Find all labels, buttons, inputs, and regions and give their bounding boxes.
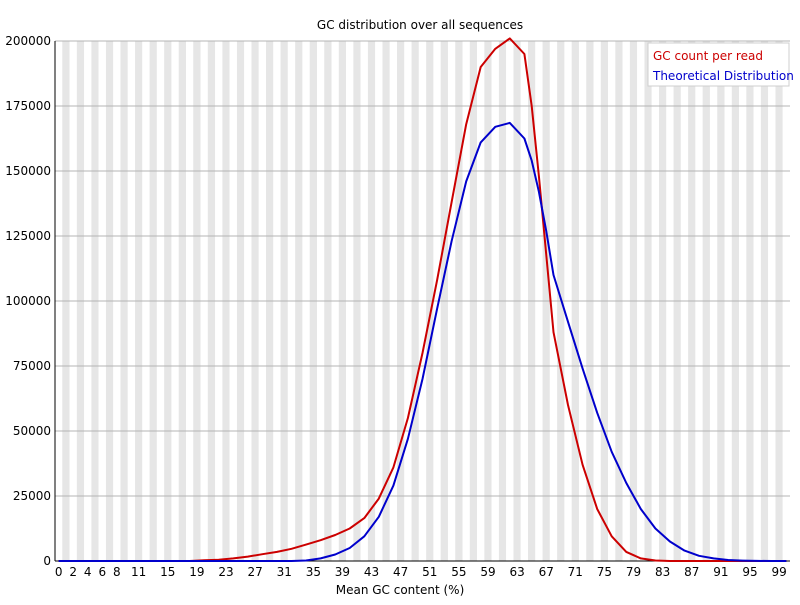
y-tick-label: 125000 xyxy=(5,229,51,243)
y-tick-label: 150000 xyxy=(5,164,51,178)
x-tick-label: 15 xyxy=(160,565,175,579)
legend-entry-theoretical: Theoretical Distribution xyxy=(652,69,794,83)
x-tick-label: 4 xyxy=(84,565,92,579)
x-tick-label: 39 xyxy=(335,565,350,579)
x-tick-label: 91 xyxy=(713,565,728,579)
x-tick-label: 2 xyxy=(69,565,77,579)
x-tick-label: 75 xyxy=(597,565,612,579)
x-tick-label: 19 xyxy=(189,565,204,579)
x-tick-label: 59 xyxy=(480,565,495,579)
x-tick-label: 55 xyxy=(451,565,466,579)
x-tick-label: 95 xyxy=(742,565,757,579)
x-tick-label: 47 xyxy=(393,565,408,579)
x-tick-label: 43 xyxy=(364,565,379,579)
x-axis-label: Mean GC content (%) xyxy=(336,583,465,597)
x-tick-label: 8 xyxy=(113,565,121,579)
x-tick-label: 51 xyxy=(422,565,437,579)
y-tick-label: 0 xyxy=(43,554,51,568)
x-tick-label: 6 xyxy=(98,565,106,579)
x-tick-label: 23 xyxy=(218,565,233,579)
y-tick-label: 200000 xyxy=(5,34,51,48)
y-tick-label: 175000 xyxy=(5,99,51,113)
x-tick-label: 63 xyxy=(509,565,524,579)
x-tick-label: 79 xyxy=(626,565,641,579)
x-tick-label: 83 xyxy=(655,565,670,579)
chart-title: GC distribution over all sequences xyxy=(317,18,523,32)
x-tick-label: 99 xyxy=(771,565,786,579)
legend: GC count per read Theoretical Distributi… xyxy=(647,42,794,87)
x-tick-label: 87 xyxy=(684,565,699,579)
x-tick-label: 11 xyxy=(131,565,146,579)
x-tick-label: 71 xyxy=(568,565,583,579)
y-tick-label: 25000 xyxy=(13,489,51,503)
y-tick-label: 50000 xyxy=(13,424,51,438)
legend-box xyxy=(647,42,790,87)
legend-entry-gc-count: GC count per read xyxy=(653,49,763,63)
y-tick-label: 75000 xyxy=(13,359,51,373)
x-tick-label: 31 xyxy=(277,565,292,579)
series-lines xyxy=(58,37,787,562)
x-tick-label: 0 xyxy=(55,565,63,579)
horizontal-gridlines xyxy=(55,40,790,562)
axes: 0 25000 50000 75000 100000 125000 150000 175000… xyxy=(5,34,790,579)
series-line-1 xyxy=(58,121,787,562)
y-tick-label: 100000 xyxy=(5,294,51,308)
x-tick-label: 27 xyxy=(247,565,262,579)
x-tick-label: 67 xyxy=(539,565,554,579)
x-tick-label: 35 xyxy=(306,565,321,579)
